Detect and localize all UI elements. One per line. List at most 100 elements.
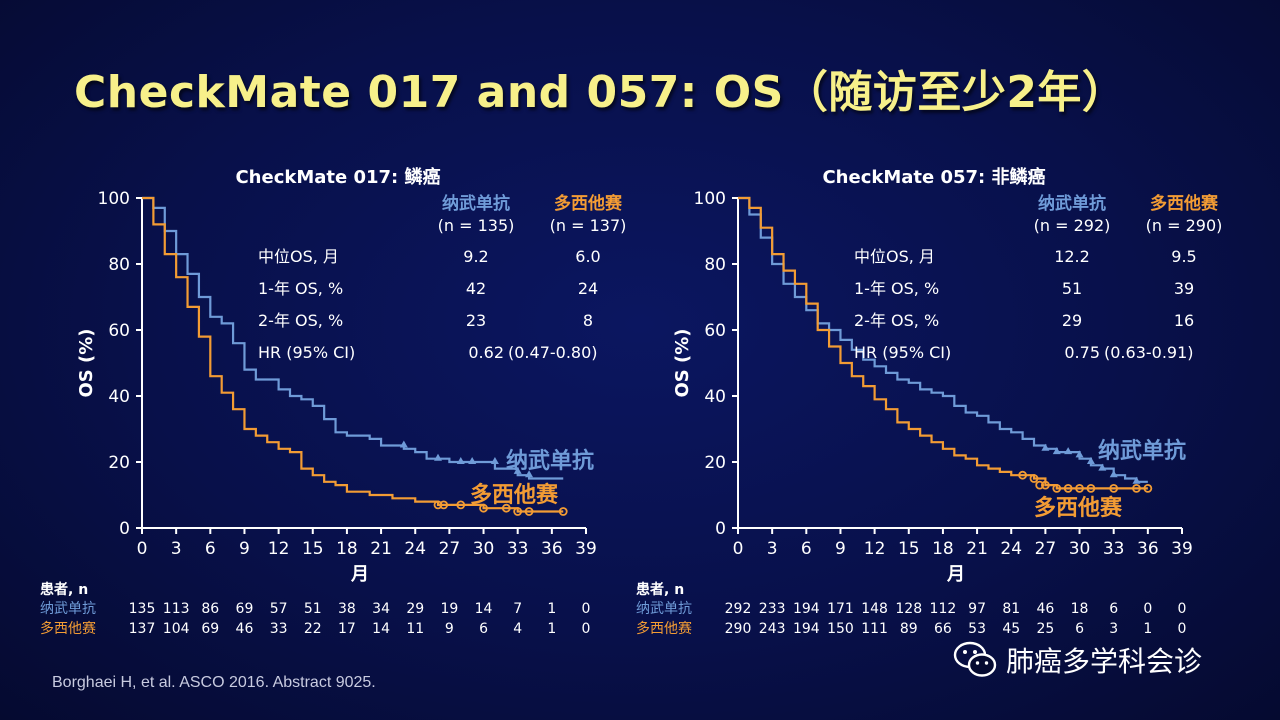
x-tick-label: 15 <box>898 539 920 559</box>
x-tick-label: 24 <box>404 539 426 559</box>
risk-count-nivolumab: 69 <box>236 601 254 617</box>
risk-count-docetaxel: 290 <box>725 621 752 637</box>
risk-count-docetaxel: 104 <box>163 621 190 637</box>
y-tick-label: 0 <box>715 519 726 539</box>
stat-value-docetaxel: 9.5 <box>1171 247 1196 266</box>
legend-n-nivolumab: (n = 292) <box>1034 216 1111 235</box>
risk-count-docetaxel: 89 <box>900 621 918 637</box>
x-tick-label: 3 <box>171 539 182 559</box>
censor-mark-nivolumab <box>434 453 442 461</box>
x-tick-label: 21 <box>370 539 392 559</box>
risk-table-header: 患者, n <box>40 581 88 598</box>
risk-count-docetaxel: 111 <box>861 621 888 637</box>
watermark-label: 肺癌多学科会诊 <box>1006 645 1203 678</box>
censor-mark-docetaxel <box>439 500 449 510</box>
risk-count-nivolumab: 81 <box>1002 601 1020 617</box>
x-tick-label: 33 <box>507 539 529 559</box>
chart-title: CheckMate 017: 鳞癌 <box>235 166 440 188</box>
y-tick-label: 20 <box>108 453 130 473</box>
stat-label: HR (95% CI) <box>854 343 951 362</box>
x-tick-label: 36 <box>1137 539 1159 559</box>
legend-n-nivolumab: (n = 135) <box>438 216 515 235</box>
legend-docetaxel: 多西他赛 <box>1150 193 1219 214</box>
risk-count-nivolumab: 148 <box>861 601 888 617</box>
risk-count-nivolumab: 233 <box>759 601 786 617</box>
curve-label-nivolumab: 纳武单抗 <box>1098 438 1186 464</box>
risk-count-docetaxel: 1 <box>1143 621 1152 637</box>
censor-mark-nivolumab <box>1052 447 1061 455</box>
y-tick-label: 60 <box>108 321 130 341</box>
censor-mark-nivolumab <box>513 466 522 474</box>
stat-value-hr: 0.75 <box>1064 343 1100 362</box>
stat-value-ci: (0.47-0.80) <box>508 343 598 362</box>
censor-mark-docetaxel <box>524 507 534 516</box>
censor-mark-docetaxel <box>1052 483 1062 493</box>
risk-count-nivolumab: 29 <box>406 601 424 617</box>
legend-docetaxel: 多西他赛 <box>554 193 623 214</box>
censor-mark-docetaxel <box>1143 483 1153 493</box>
km-curve-docetaxel <box>738 196 1148 490</box>
risk-count-docetaxel: 53 <box>968 621 986 637</box>
curve-label-nivolumab: 纳武单抗 <box>506 448 594 474</box>
x-tick-label: 0 <box>137 539 148 559</box>
risk-count-nivolumab: 128 <box>895 601 922 617</box>
risk-count-docetaxel: 22 <box>304 621 322 637</box>
y-tick-label: 0 <box>119 519 130 539</box>
x-axis-label: 月 <box>946 564 965 585</box>
x-tick-label: 27 <box>439 539 461 559</box>
risk-count-nivolumab: 0 <box>1178 601 1187 617</box>
stat-label: 中位OS, 月 <box>258 247 339 266</box>
censor-mark-nivolumab <box>1086 457 1095 464</box>
risk-count-nivolumab: 86 <box>201 601 219 617</box>
stat-value-nivolumab: 23 <box>466 311 486 330</box>
x-tick-label: 30 <box>473 539 495 559</box>
legend-nivolumab: 纳武单抗 <box>442 193 510 214</box>
risk-count-nivolumab: 97 <box>968 601 986 617</box>
slide-title: CheckMate 017 and 057: OS（随访至少2年） <box>74 67 1127 118</box>
censor-mark-docetaxel <box>1035 480 1045 490</box>
y-tick-label: 80 <box>704 255 726 275</box>
risk-count-docetaxel: 25 <box>1036 621 1054 637</box>
x-tick-label: 6 <box>801 539 812 559</box>
censor-mark-docetaxel <box>433 500 443 510</box>
risk-count-nivolumab: 135 <box>129 601 156 617</box>
risk-count-nivolumab: 113 <box>163 601 190 617</box>
censor-mark-nivolumab <box>1098 463 1107 471</box>
risk-count-docetaxel: 17 <box>338 621 356 637</box>
watermark: 肺癌多学科会诊 <box>952 640 1202 680</box>
censor-mark-nivolumab <box>456 457 465 464</box>
x-tick-label: 6 <box>205 539 216 559</box>
x-tick-label: 24 <box>1000 539 1022 559</box>
censor-mark-docetaxel <box>1018 470 1028 480</box>
risk-count-docetaxel: 66 <box>934 621 952 637</box>
risk-count-nivolumab: 194 <box>793 601 820 617</box>
risk-count-nivolumab: 57 <box>270 601 288 617</box>
censor-mark-docetaxel <box>1029 474 1039 483</box>
km-curve-nivolumab <box>142 196 564 480</box>
y-axis-label: OS (%) <box>76 328 97 397</box>
censor-mark-nivolumab <box>1132 476 1141 484</box>
stat-value-hr: 0.62 <box>468 343 504 362</box>
censor-mark-docetaxel <box>456 500 466 510</box>
risk-count-docetaxel: 9 <box>445 621 454 637</box>
x-tick-label: 30 <box>1069 539 1091 559</box>
y-tick-label: 80 <box>108 255 130 275</box>
risk-count-nivolumab: 46 <box>1036 601 1054 617</box>
legend-n-docetaxel: (n = 290) <box>1146 216 1223 235</box>
stat-value-docetaxel: 39 <box>1174 279 1194 298</box>
y-tick-label: 60 <box>704 321 726 341</box>
risk-count-docetaxel: 14 <box>372 621 390 637</box>
y-tick-label: 100 <box>694 189 726 209</box>
risk-count-docetaxel: 6 <box>1075 621 1084 637</box>
censor-mark-nivolumab <box>1109 470 1118 478</box>
censor-mark-docetaxel <box>1109 483 1119 493</box>
risk-count-nivolumab: 6 <box>1109 601 1118 617</box>
x-tick-label: 21 <box>966 539 988 559</box>
stat-value-nivolumab: 12.2 <box>1054 247 1090 266</box>
stat-value-nivolumab: 9.2 <box>463 247 488 266</box>
x-tick-label: 36 <box>541 539 563 559</box>
x-tick-label: 27 <box>1035 539 1057 559</box>
stat-value-nivolumab: 29 <box>1062 311 1082 330</box>
x-tick-label: 39 <box>1171 539 1193 559</box>
